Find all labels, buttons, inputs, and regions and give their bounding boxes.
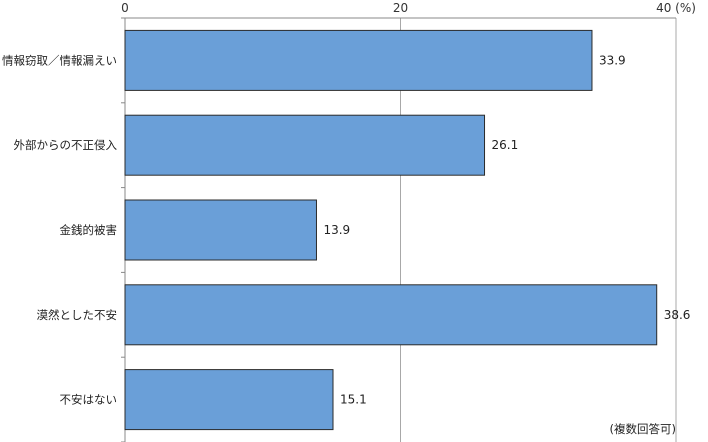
category-label: 情報窃取／情報漏えい: [2, 53, 117, 67]
category-label: 外部からの不正侵入: [14, 138, 118, 152]
x-tick-label: 40 (%): [656, 1, 696, 15]
x-tick-label: 20: [393, 1, 408, 15]
category-label: 金銭的被害: [60, 223, 118, 237]
chart-note: (複数回答可): [610, 422, 676, 436]
data-label: 33.9: [599, 53, 626, 67]
bar: [124, 369, 334, 431]
x-tick-label: 0: [121, 1, 129, 15]
category-label: 不安はない: [60, 393, 118, 407]
bars-layer: [124, 29, 658, 431]
data-label: 26.1: [492, 138, 519, 152]
data-label: 15.1: [340, 393, 367, 407]
bar: [124, 284, 658, 346]
labels-layer: 0 20 40 (%) 情報窃取／情報漏えい 33.9 外部からの不正侵入 26.1 金銭的被…: [2, 1, 696, 407]
data-label: 38.6: [664, 308, 691, 322]
category-label: 漠然とした不安: [37, 308, 118, 322]
data-label: 13.9: [323, 223, 350, 237]
bar: [124, 114, 486, 176]
bar: [124, 29, 593, 91]
bar: [124, 199, 317, 261]
